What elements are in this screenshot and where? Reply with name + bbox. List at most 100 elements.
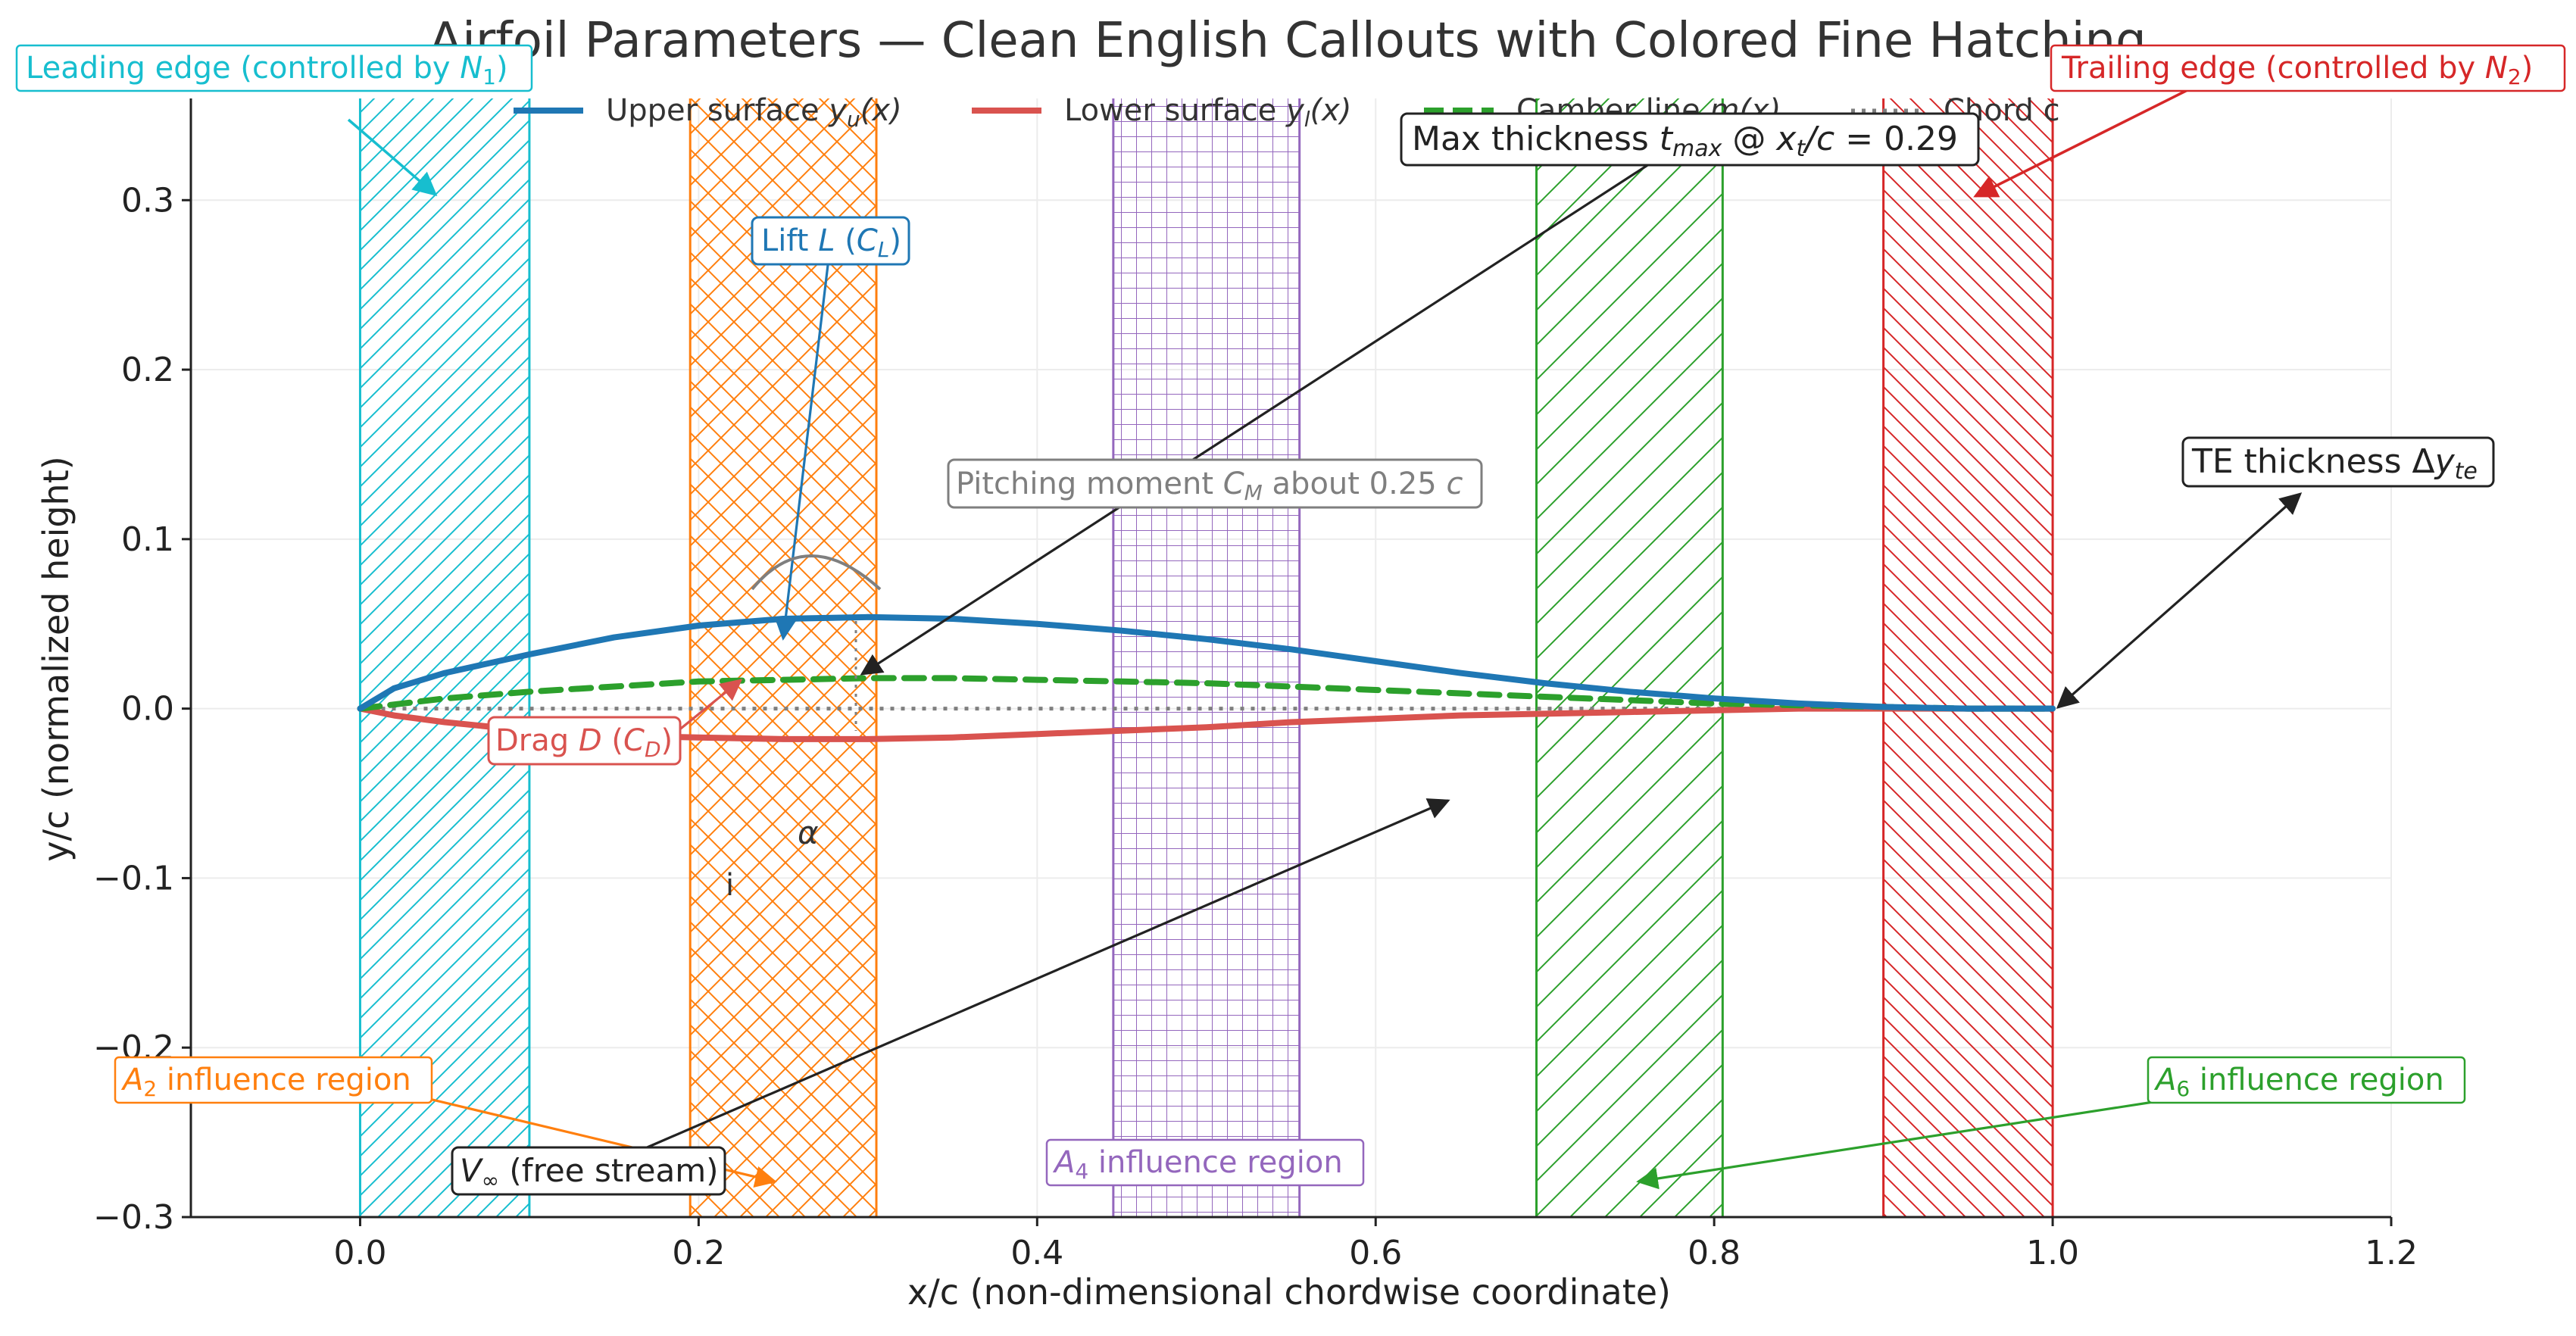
- lift-arrow: [774, 264, 829, 641]
- a2-sub: 2: [143, 1076, 157, 1101]
- x-tick-label-0: 0.0: [333, 1234, 386, 1272]
- a2-text: influence region: [157, 1063, 411, 1097]
- legend-label-lower-arg: (x): [1310, 93, 1352, 128]
- legend-label-upper-sub: u: [847, 107, 860, 132]
- max-thickness-x: x: [1775, 120, 1797, 158]
- te-thickness-arrows: [2056, 492, 2303, 709]
- leading-edge-text: Leading edge (controlled by: [26, 51, 460, 86]
- max-thickness-text: Max thickness: [1412, 120, 1660, 158]
- trailing-edge-arrow: [1973, 84, 2197, 198]
- callout-drag: Drag D (CD): [487, 716, 682, 766]
- lift-l: L: [818, 223, 835, 258]
- a4-sub: 4: [1075, 1159, 1088, 1184]
- region-5-fill: [1883, 98, 2053, 1217]
- marker-i-label: i: [726, 868, 734, 903]
- y-tick-label-3: 0.0: [121, 690, 174, 729]
- legend-label-upper-arg: (x): [860, 93, 902, 128]
- free-stream-v: V: [460, 1152, 484, 1189]
- svg-text:Trailing edge (controlled by N: Trailing edge (controlled by N2): [2061, 51, 2533, 89]
- pitching-moment-chord: c: [1437, 467, 1463, 501]
- callout-a2: A2 influence region: [114, 1056, 433, 1104]
- legend-label-lower: Lower surface yl(x): [1064, 93, 1351, 132]
- legend-label-lower-math: y: [1285, 93, 1305, 128]
- trailing-edge-sub: 2: [2508, 64, 2521, 89]
- drag-sub: D: [645, 737, 661, 762]
- drag-text: Drag: [495, 723, 579, 758]
- callout-a4: A4 influence region: [1045, 1138, 1365, 1187]
- free-stream-arrow: [645, 798, 1450, 1150]
- x-tick-label-2: 0.4: [1010, 1234, 1063, 1272]
- trailing-edge-text: Trailing edge (controlled by: [2061, 51, 2485, 86]
- x-tick-label-5: 1.0: [2026, 1234, 2079, 1272]
- te-thickness-text: TE thickness Δ: [2191, 442, 2435, 481]
- a6-text: influence region: [2190, 1063, 2444, 1097]
- max-thickness-t: t: [1660, 120, 1674, 158]
- legend-label-upper-math: y: [828, 93, 848, 128]
- alpha-label: α: [798, 814, 819, 851]
- legend-label-upper-text: Upper surface: [606, 93, 829, 128]
- y-tick-label-2: −0.1: [93, 859, 174, 897]
- svg-text:Drag D (CD): Drag D (CD): [495, 723, 673, 762]
- max-thickness-xsub: t: [1796, 136, 1806, 162]
- callout-max-thickness: Max thickness tmax @ xt/c = 0.29: [1400, 112, 1980, 167]
- free-stream-sub: ∞: [482, 1168, 499, 1193]
- a4-a: A: [1052, 1145, 1075, 1180]
- a6-a: A: [2153, 1063, 2176, 1097]
- trailing-edge-math: N: [2485, 51, 2508, 86]
- svg-text:Pitching moment CM about 0.25: Pitching moment CM about 0.25 c: [956, 467, 1463, 505]
- trailing-edge-close: ): [2521, 51, 2534, 86]
- pitching-moment-sub: M: [1244, 480, 1263, 505]
- axes-layer: [189, 98, 2391, 1219]
- chart-title: Airfoil Parameters — Clean English Callo…: [429, 13, 2146, 69]
- callout-trailing-edge: Trailing edge (controlled by N2): [2050, 44, 2566, 92]
- svg-text:Lift L (CL): Lift L (CL): [761, 223, 901, 262]
- callout-pitching-moment: Pitching moment CM about 0.25 c: [947, 458, 1483, 509]
- lift-open: (: [835, 223, 856, 258]
- drag-open: (: [602, 723, 623, 758]
- legend-label-lower-sub: l: [1304, 107, 1310, 132]
- pitching-moment-about: about 0.25: [1263, 467, 1437, 501]
- annotation-arrows: [347, 84, 2303, 1190]
- legend-label-upper: Upper surface yu(x): [606, 93, 902, 132]
- lift-close: ): [889, 223, 901, 258]
- drag-arrow: [676, 679, 743, 732]
- a4-text: influence region: [1088, 1145, 1343, 1180]
- te-thickness-sub: te: [2455, 458, 2478, 485]
- te-thickness-y: y: [2434, 442, 2456, 481]
- drag-d: D: [579, 723, 602, 758]
- leading-edge-arrow: [347, 118, 438, 197]
- svg-text:V∞ (free stream): V∞ (free stream): [460, 1152, 719, 1193]
- leading-edge-math: N: [460, 51, 482, 86]
- callout-free-stream: V∞ (free stream): [451, 1146, 726, 1196]
- pitching-moment-arc: [751, 554, 882, 591]
- svg-text:A2 influence region: A2 influence region: [120, 1063, 411, 1101]
- region-3-fill: [1113, 98, 1300, 1217]
- svg-text:A6 influence region: A6 influence region: [2153, 1063, 2444, 1101]
- region-4-fill: [1536, 98, 1723, 1217]
- region-2-fill: [690, 98, 877, 1217]
- pitching-moment-text: Pitching moment: [956, 467, 1223, 501]
- lift-c: C: [857, 223, 878, 258]
- max-thickness-ratio: /c: [1802, 120, 1834, 158]
- callout-a6: A6 influence region: [2147, 1056, 2466, 1104]
- callout-lift: Lift L (CL): [751, 216, 910, 266]
- lift-text: Lift: [761, 223, 818, 258]
- svg-text:TE thickness Δyte: TE thickness Δyte: [2191, 442, 2478, 485]
- a6-sub: 6: [2176, 1076, 2190, 1101]
- series-line-0: [357, 613, 2056, 712]
- drag-c: C: [623, 723, 645, 758]
- x-tick-label-4: 0.8: [1688, 1234, 1741, 1272]
- legend-label-lower-text: Lower surface: [1064, 93, 1286, 128]
- callout-leading-edge: Leading edge (controlled by N1): [15, 44, 533, 92]
- free-stream-text: (free stream): [499, 1152, 718, 1189]
- y-axis-label: y/c (normalized height): [36, 456, 76, 861]
- y-tick-label-4: 0.1: [121, 520, 174, 559]
- svg-text:Leading edge (controlled by N1: Leading edge (controlled by N1): [26, 51, 508, 89]
- drag-close: ): [661, 723, 673, 758]
- svg-text:A4 influence region: A4 influence region: [1052, 1145, 1343, 1184]
- pitching-moment-c: C: [1223, 467, 1244, 501]
- ticks-layer: 0.0 0.2 0.4 0.6 0.8 1.0 1.2−0.3−0.2−0.10.00.10…: [93, 181, 2418, 1272]
- y-tick-label-6: 0.3: [121, 181, 174, 220]
